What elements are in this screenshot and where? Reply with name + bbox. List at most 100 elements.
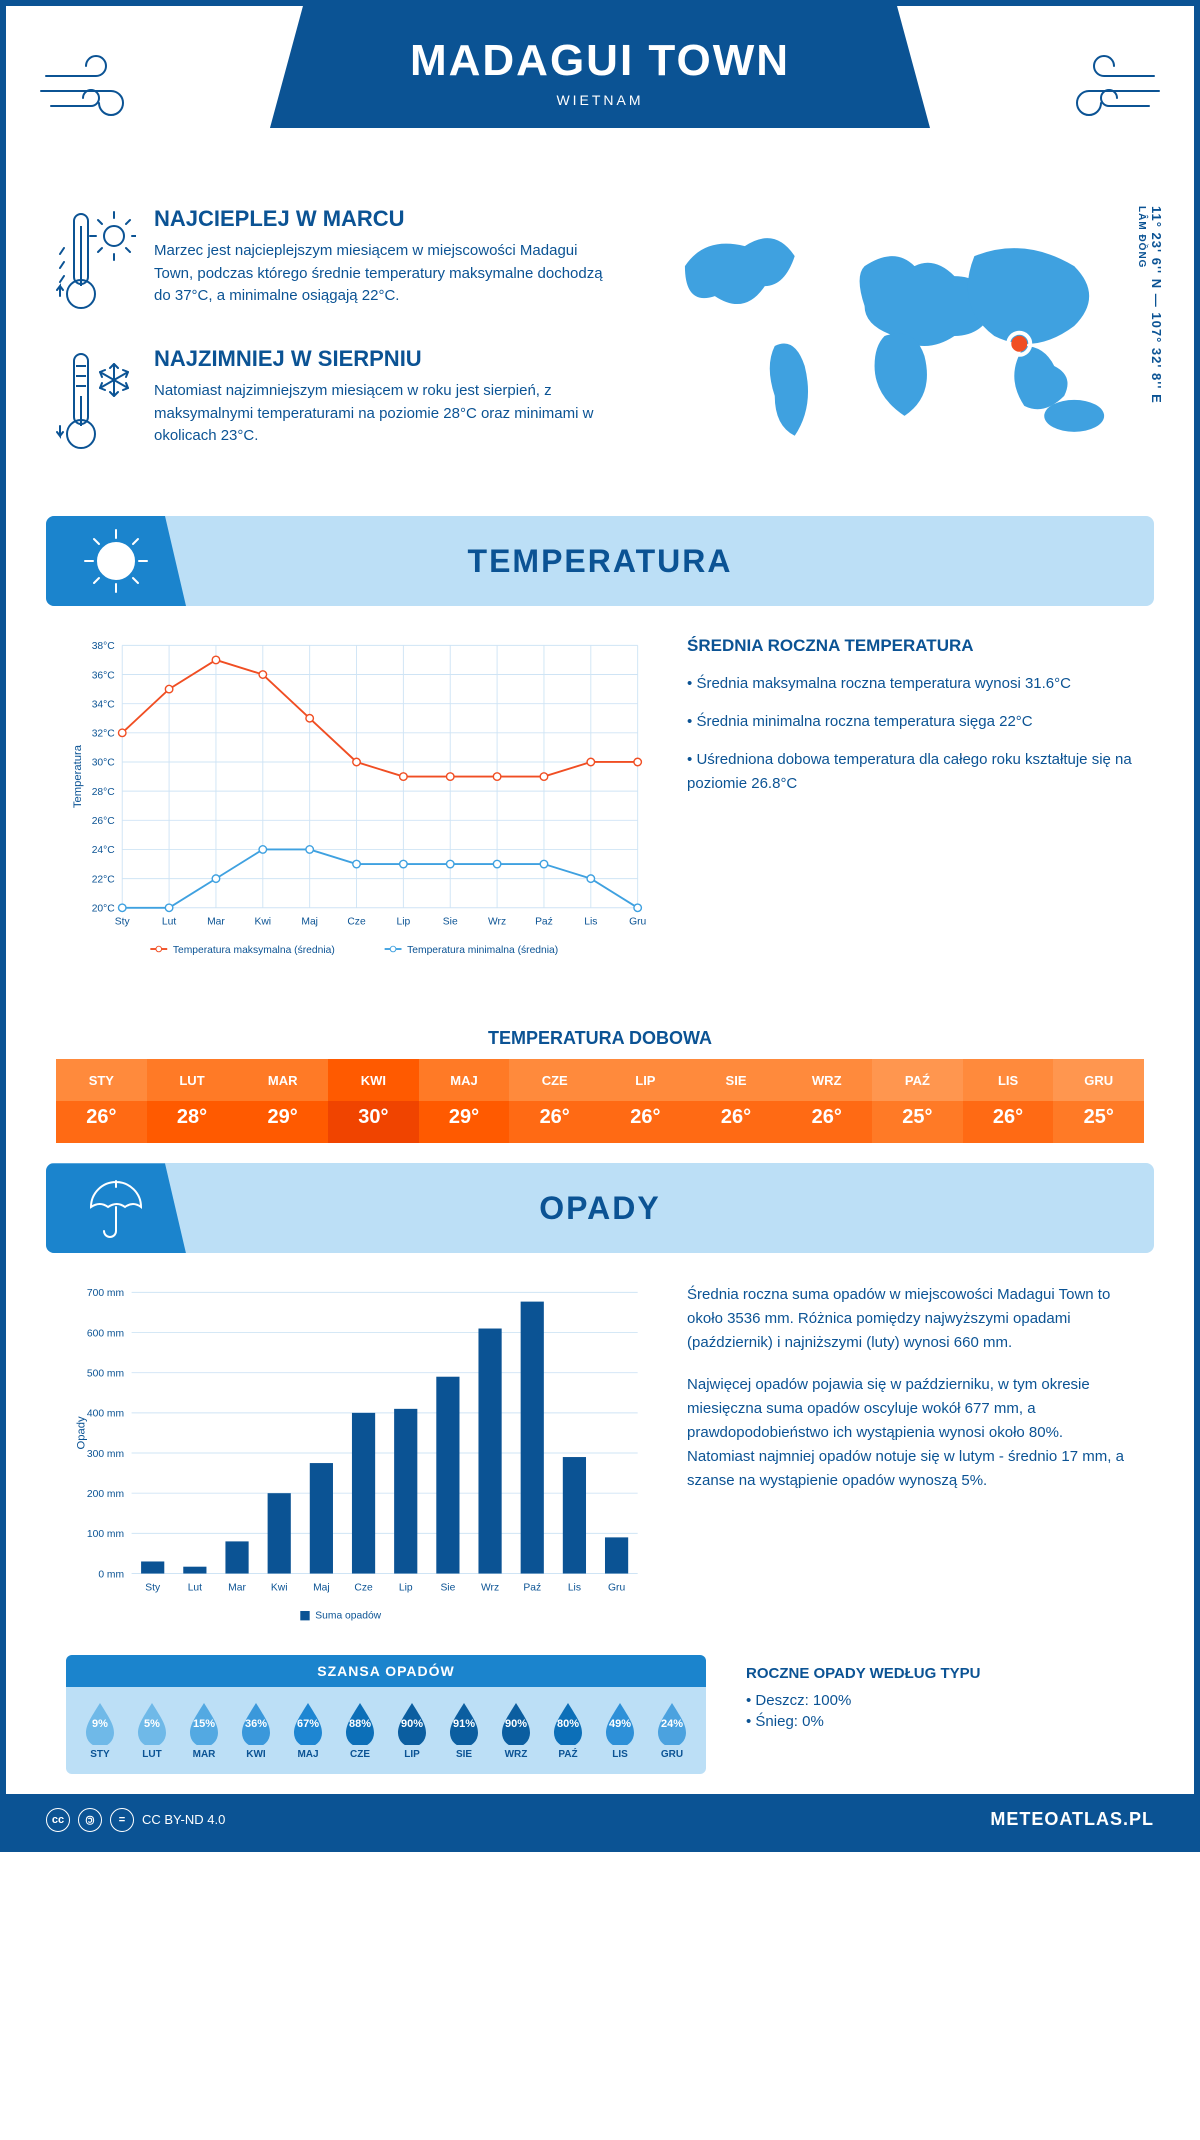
chance-item: 90% WRZ [490, 1701, 542, 1760]
svg-text:20°C: 20°C [92, 904, 116, 915]
svg-text:28°C: 28°C [92, 787, 116, 798]
daily-temp-col: MAR29° [237, 1059, 328, 1143]
svg-text:Sty: Sty [145, 1583, 161, 1594]
svg-text:Lis: Lis [584, 917, 597, 928]
title-banner: MADAGUI TOWN WIETNAM [270, 6, 930, 128]
header: MADAGUI TOWN WIETNAM [6, 6, 1194, 186]
daily-temp-col: LIS26° [963, 1059, 1054, 1143]
chance-item: 49% LIS [594, 1701, 646, 1760]
precip-paragraph: Najwięcej opadów pojawia się w październ… [687, 1373, 1134, 1493]
daily-temp-col: GRU25° [1053, 1059, 1144, 1143]
svg-text:Kwi: Kwi [271, 1583, 288, 1594]
temp-bullet: • Uśredniona dobowa temperatura dla całe… [687, 748, 1134, 796]
thermometer-sun-icon [56, 206, 136, 316]
svg-text:400 mm: 400 mm [87, 1409, 124, 1420]
svg-text:Maj: Maj [301, 917, 318, 928]
chance-item: 9% STY [74, 1701, 126, 1760]
svg-text:Mar: Mar [228, 1583, 246, 1594]
temp-bullet: • Średnia minimalna roczna temperatura s… [687, 710, 1134, 734]
coldest-block: NAJZIMNIEJ W SIERPNIU Natomiast najzimni… [56, 346, 605, 456]
chance-item: 80% PAŹ [542, 1701, 594, 1760]
svg-text:38°C: 38°C [92, 641, 116, 652]
world-map [645, 206, 1144, 466]
svg-text:Mar: Mar [207, 917, 225, 928]
precip-type-row: • Deszcz: 100% [746, 1692, 1134, 1709]
svg-text:300 mm: 300 mm [87, 1449, 124, 1460]
page-subtitle: WIETNAM [410, 92, 790, 108]
site-name: METEOATLAS.PL [990, 1809, 1154, 1830]
sun-icon [81, 526, 151, 596]
thermometer-snow-icon [56, 346, 136, 456]
svg-text:Cze: Cze [354, 1583, 373, 1594]
svg-text:Cze: Cze [347, 917, 366, 928]
daily-temp-col: CZE26° [509, 1059, 600, 1143]
svg-text:Lut: Lut [188, 1583, 202, 1594]
temp-bullet: • Średnia maksymalna roczna temperatura … [687, 672, 1134, 696]
svg-text:0 mm: 0 mm [98, 1570, 124, 1581]
daily-temp-col: MAJ29° [419, 1059, 510, 1143]
svg-text:Sie: Sie [443, 917, 458, 928]
intro-section: NAJCIEPLEJ W MARCU Marzec jest najcieple… [6, 186, 1194, 496]
chance-item: 67% MAJ [282, 1701, 334, 1760]
coldest-text: Natomiast najzimniejszym miesiącem w rok… [154, 380, 605, 448]
daily-temp-col: KWI30° [328, 1059, 419, 1143]
svg-text:24°C: 24°C [92, 845, 116, 856]
svg-text:32°C: 32°C [92, 729, 116, 740]
hottest-title: NAJCIEPLEJ W MARCU [154, 206, 605, 232]
wind-icon [36, 46, 156, 126]
coordinates: 11° 23' 6'' N — 107° 32' 8'' E LÂM ĐỒNG [1134, 206, 1164, 404]
chance-item: 88% CZE [334, 1701, 386, 1760]
svg-text:Sty: Sty [115, 917, 131, 928]
svg-text:Kwi: Kwi [255, 917, 272, 928]
precip-section-header: OPADY [46, 1163, 1154, 1253]
annual-temp-title: ŚREDNIA ROCZNA TEMPERATURA [687, 636, 1134, 656]
svg-text:Temperatura maksymalna (średni: Temperatura maksymalna (średnia) [173, 945, 335, 956]
chance-item: 15% MAR [178, 1701, 230, 1760]
umbrella-icon [81, 1173, 151, 1243]
svg-text:600 mm: 600 mm [87, 1329, 124, 1340]
hottest-text: Marzec jest najcieplejszym miesiącem w m… [154, 240, 605, 308]
svg-text:Suma opadów: Suma opadów [315, 1611, 381, 1622]
license-text: CC BY-ND 4.0 [142, 1812, 225, 1827]
chance-item: 24% GRU [646, 1701, 698, 1760]
svg-text:Wrz: Wrz [481, 1583, 499, 1594]
precip-heading: OPADY [46, 1190, 1154, 1227]
svg-text:Paź: Paź [535, 917, 553, 928]
chance-item: 5% LUT [126, 1701, 178, 1760]
svg-text:26°C: 26°C [92, 816, 116, 827]
svg-text:Sie: Sie [440, 1583, 455, 1594]
daily-temp-col: STY26° [56, 1059, 147, 1143]
svg-text:34°C: 34°C [92, 699, 116, 710]
daily-temp-col: PAŹ25° [872, 1059, 963, 1143]
daily-temp-col: LUT28° [147, 1059, 238, 1143]
svg-text:700 mm: 700 mm [87, 1288, 124, 1299]
precipitation-bar-chart: 0 mm100 mm200 mm300 mm400 mm500 mm600 mm… [66, 1283, 647, 1639]
daily-temp-table: STY26° LUT28° MAR29° KWI30° MAJ29° CZE26… [56, 1059, 1144, 1143]
svg-text:100 mm: 100 mm [87, 1529, 124, 1540]
cc-icon: cc [46, 1808, 70, 1832]
by-icon: 🄯 [78, 1808, 102, 1832]
svg-text:Wrz: Wrz [488, 917, 506, 928]
precip-paragraph: Średnia roczna suma opadów w miejscowośc… [687, 1283, 1134, 1355]
chance-item: 36% KWI [230, 1701, 282, 1760]
svg-text:Maj: Maj [313, 1583, 330, 1594]
precip-chance-box: SZANSA OPADÓW 9% STY 5% LUT 15% MAR 36% … [66, 1655, 706, 1774]
svg-text:Lip: Lip [397, 917, 411, 928]
daily-temp-title: TEMPERATURA DOBOWA [6, 1028, 1194, 1049]
page-title: MADAGUI TOWN [410, 36, 790, 86]
precip-type-title: ROCZNE OPADY WEDŁUG TYPU [746, 1665, 1134, 1682]
svg-text:36°C: 36°C [92, 670, 116, 681]
svg-text:Lut: Lut [162, 917, 176, 928]
chance-item: 90% LIP [386, 1701, 438, 1760]
svg-text:Gru: Gru [629, 917, 646, 928]
temperature-heading: TEMPERATURA [46, 543, 1154, 580]
svg-text:200 mm: 200 mm [87, 1489, 124, 1500]
temperature-section-header: TEMPERATURA [46, 516, 1154, 606]
svg-text:Opady: Opady [76, 1416, 88, 1449]
svg-text:Lip: Lip [399, 1583, 413, 1594]
svg-text:Temperatura minimalna (średnia: Temperatura minimalna (średnia) [407, 945, 558, 956]
chance-item: 91% SIE [438, 1701, 490, 1760]
svg-text:Paź: Paź [523, 1583, 541, 1594]
daily-temp-col: WRZ26° [781, 1059, 872, 1143]
svg-text:Lis: Lis [568, 1583, 581, 1594]
